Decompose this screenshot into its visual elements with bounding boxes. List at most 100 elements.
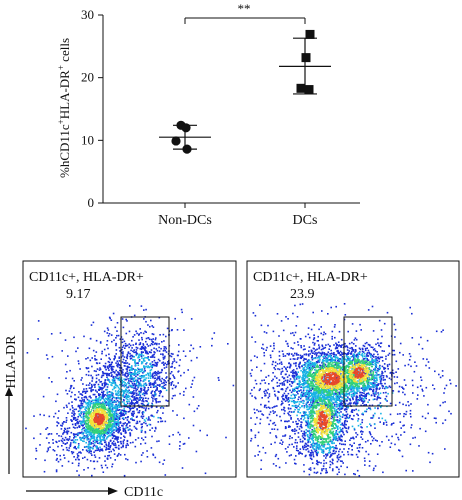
density-dot: [289, 389, 291, 392]
density-dot: [139, 383, 142, 385]
density-dot: [107, 423, 109, 425]
density-dot: [102, 428, 104, 431]
density-dot: [368, 431, 371, 433]
density-dot: [343, 409, 346, 411]
density-dot: [288, 362, 290, 364]
density-dot: [338, 359, 341, 362]
density-dot: [115, 353, 117, 355]
density-dot: [135, 346, 138, 349]
density-dot: [92, 440, 95, 442]
density-dot: [77, 464, 80, 467]
density-dot: [151, 356, 153, 358]
density-dot: [336, 439, 339, 442]
density-dot: [432, 384, 434, 386]
density-dot: [86, 438, 89, 441]
density-dot: [365, 361, 368, 363]
density-dot: [141, 368, 143, 371]
density-dot: [137, 385, 140, 388]
density-dot: [291, 437, 293, 439]
density-dot: [375, 358, 378, 360]
density-dot: [89, 404, 92, 406]
density-dot: [363, 400, 366, 402]
density-dot: [93, 460, 96, 463]
density-dot: [272, 330, 275, 333]
density-dot: [266, 392, 268, 394]
density-dot: [115, 428, 118, 430]
density-dot: [402, 424, 404, 427]
density-dot: [105, 413, 108, 415]
density-dot: [96, 407, 99, 409]
density-dot: [376, 384, 378, 386]
density-dot: [95, 410, 98, 412]
density-dot: [102, 401, 104, 404]
density-dot: [141, 375, 143, 378]
density-dot: [191, 383, 193, 385]
density-dot: [332, 452, 335, 455]
density-dot: [103, 398, 105, 401]
density-dot: [325, 468, 327, 470]
density-dot: [122, 429, 125, 431]
density-dot: [89, 439, 91, 442]
density-dot: [94, 359, 97, 361]
density-dot: [170, 382, 173, 385]
density-dot: [99, 398, 102, 401]
density-dot: [335, 395, 337, 398]
density-dot: [139, 377, 141, 380]
density-dot: [111, 374, 113, 376]
density-dot: [148, 418, 150, 420]
density-dot: [104, 412, 107, 414]
density-dot: [130, 402, 132, 404]
density-dot: [323, 354, 326, 356]
density-dot: [59, 454, 61, 457]
density-dot: [83, 400, 85, 403]
density-dot: [342, 427, 344, 430]
density-dot: [110, 319, 113, 321]
density-dot: [76, 433, 78, 435]
density-dot: [132, 396, 134, 398]
density-dot: [83, 429, 86, 432]
density-dot: [354, 337, 357, 339]
density-dot: [110, 425, 112, 427]
density-dot: [366, 377, 369, 379]
density-dot: [276, 363, 279, 365]
density-dot: [275, 453, 278, 456]
density-dot: [86, 415, 89, 418]
density-dot: [135, 397, 138, 399]
density-dot: [379, 342, 382, 345]
density-dot: [81, 432, 84, 435]
density-dot: [278, 358, 281, 361]
density-dot: [292, 421, 294, 423]
density-dot: [306, 393, 309, 395]
density-dot: [310, 356, 313, 359]
density-dot: [145, 400, 147, 402]
density-dot: [46, 427, 49, 429]
density-dot: [340, 396, 342, 398]
density-dot: [315, 353, 318, 356]
density-dot: [143, 385, 146, 388]
density-dot: [85, 402, 88, 405]
density-dot: [284, 373, 287, 376]
density-dot: [155, 348, 158, 350]
density-dot: [308, 437, 311, 439]
density-dot: [367, 439, 369, 442]
density-dot: [89, 432, 91, 435]
density-dot: [336, 473, 339, 476]
density-dot: [151, 325, 153, 327]
density-dot: [154, 380, 157, 382]
density-dot: [123, 414, 125, 416]
density-dot: [263, 331, 266, 333]
density-dot: [140, 415, 143, 418]
density-dot: [351, 411, 354, 413]
density-dot: [122, 425, 124, 427]
density-dot: [104, 435, 106, 437]
density-dot: [325, 455, 328, 457]
density-dot: [364, 388, 366, 391]
density-dot: [120, 442, 122, 445]
density-dot: [93, 409, 96, 412]
density-dot: [149, 375, 152, 377]
density-dot: [131, 378, 133, 380]
density-dot: [98, 397, 100, 399]
density-dot: [89, 337, 92, 340]
density-dot: [65, 421, 67, 423]
density-dot: [299, 448, 302, 450]
